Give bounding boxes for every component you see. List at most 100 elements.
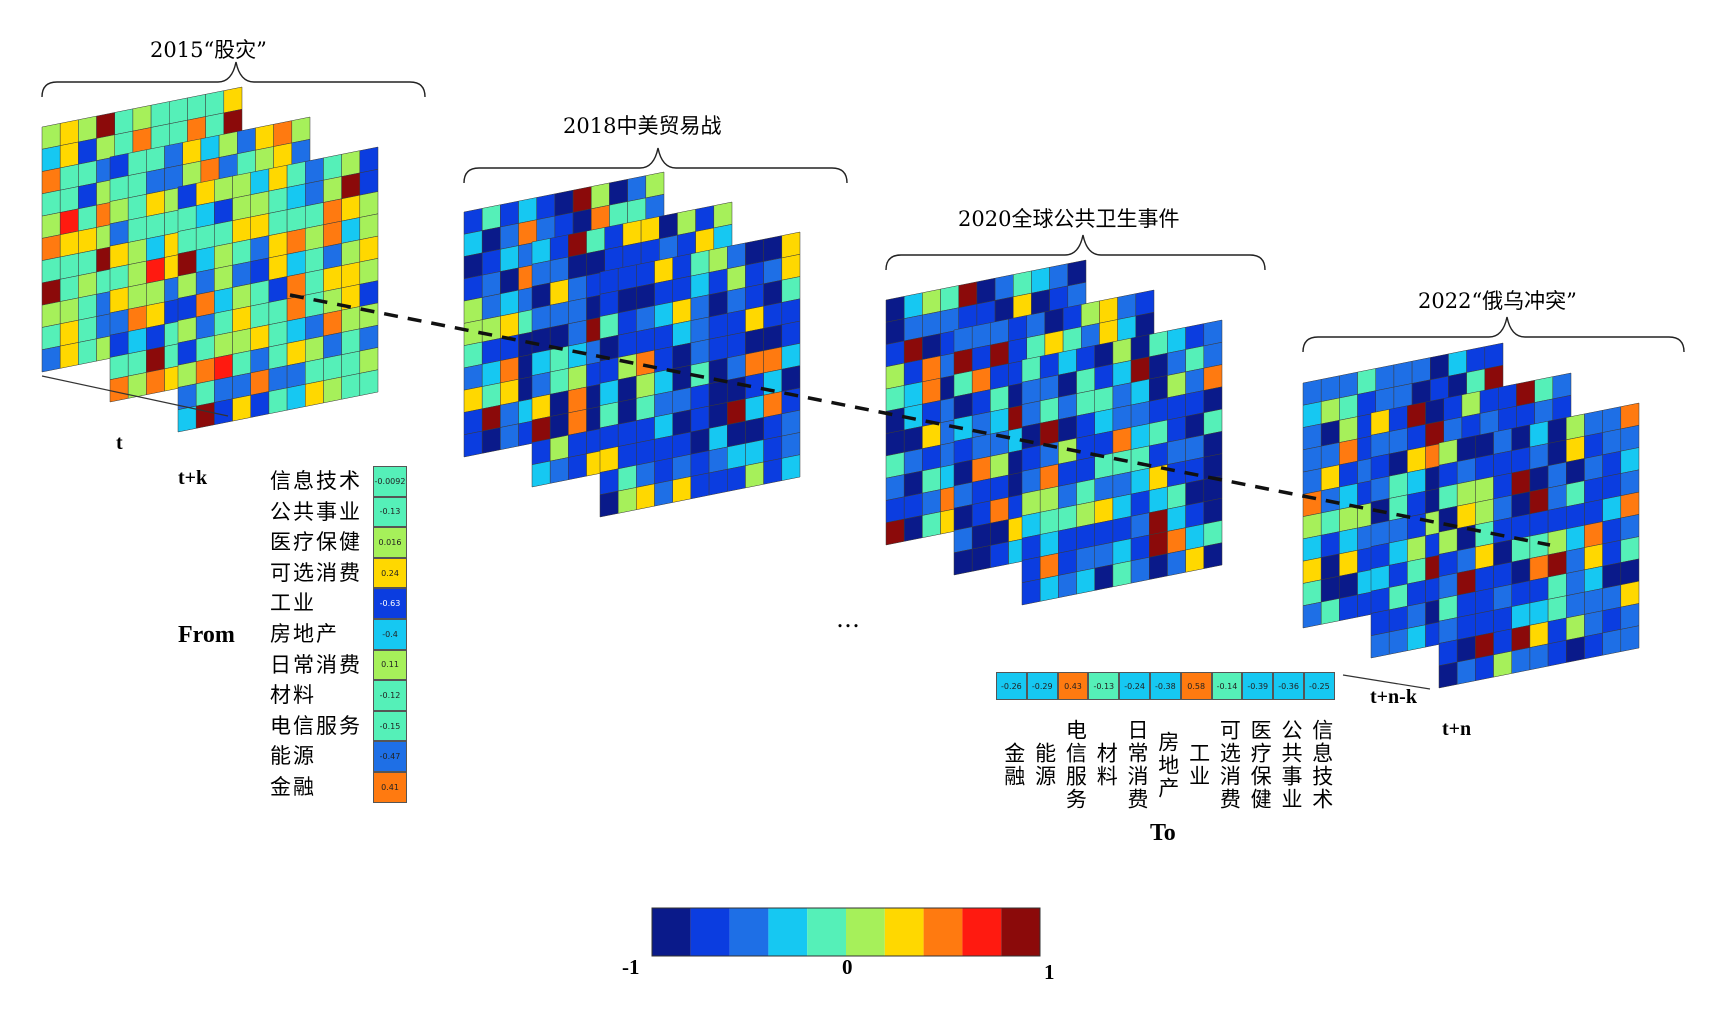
heatmap-cell: [1370, 542, 1390, 570]
heatmap-cell: [708, 268, 728, 296]
heatmap-cell: [971, 522, 991, 550]
heatmap-cell: [305, 358, 324, 385]
heatmap-cell: [1584, 588, 1603, 615]
heatmap-cell: [745, 238, 764, 266]
heatmap-cell: [586, 227, 605, 254]
heatmap-cell: [481, 315, 501, 343]
heatmap-cell: [323, 243, 342, 270]
heatmap-cell: [1039, 508, 1059, 535]
heatmap-cell: [781, 432, 801, 459]
heatmap-cell: [609, 178, 628, 206]
heatmap-cell: [1456, 457, 1476, 485]
to-value-cell: -0.26: [996, 672, 1027, 700]
heatmap-cell: [1566, 614, 1585, 641]
heatmap-cell: [1456, 635, 1476, 663]
heatmap-cell: [1058, 371, 1077, 398]
heatmap-cell: [250, 213, 270, 240]
heatmap-cell: [727, 287, 746, 314]
heatmap-cell: [500, 423, 519, 451]
heatmap-cell: [146, 279, 165, 306]
from-sector-label: 信息技术: [270, 469, 362, 493]
heatmap-cell: [127, 149, 147, 176]
heatmap-cell: [971, 456, 991, 483]
heatmap-cell: [1320, 598, 1340, 625]
heatmap-cell: [1094, 497, 1114, 524]
heatmap-cell: [971, 389, 991, 416]
colorbar-swatch: [729, 908, 769, 956]
heatmap-cell: [1566, 458, 1585, 485]
heatmap-cell: [273, 120, 293, 147]
heatmap-cell: [323, 265, 342, 292]
heatmap-cell: [146, 323, 165, 351]
heatmap-cell: [1112, 404, 1132, 432]
from-sector-label: 材料: [270, 683, 316, 708]
heatmap-cell: [205, 90, 225, 117]
heatmap-cell: [1203, 453, 1223, 480]
heatmap-cell: [922, 489, 941, 516]
heatmap-cell: [1493, 539, 1512, 567]
heatmap-cell: [531, 393, 551, 421]
heatmap-cell: [763, 435, 783, 463]
heatmap-cell: [1094, 475, 1114, 502]
heatmap-cell: [1320, 419, 1340, 447]
heatmap-cell: [1130, 467, 1150, 495]
heatmap-cell: [1516, 379, 1535, 407]
heatmap-cell: [903, 426, 923, 453]
heatmap-cell: [990, 318, 1009, 346]
heatmap-cell: [1438, 661, 1458, 689]
heatmap-cell: [1438, 505, 1458, 533]
from-sector-label: 房地产: [270, 621, 339, 646]
heatmap-cell: [953, 526, 973, 554]
heatmap-cell: [1511, 446, 1531, 474]
heatmap-cell: [654, 257, 673, 284]
heatmap-cell: [1339, 416, 1358, 443]
heatmap-cell: [232, 283, 251, 311]
heatmap-cell: [1475, 476, 1494, 503]
heatmap-cell: [745, 328, 764, 355]
heatmap-cell: [1388, 539, 1408, 566]
heatmap-cell: [109, 242, 129, 269]
heatmap-cell: [305, 313, 324, 341]
heatmap-cell: [1130, 356, 1150, 384]
heatmap-cell: [1566, 636, 1585, 663]
heatmap-cell: [781, 409, 801, 437]
heatmap-cell: [1076, 523, 1095, 550]
heatmap-cell: [1130, 534, 1150, 562]
heatmap-cell: [1547, 439, 1567, 467]
heatmap-cell: [549, 301, 569, 328]
heatmap-cell: [922, 311, 941, 338]
heatmap-cell: [1058, 526, 1077, 554]
heatmap-cell: [903, 314, 923, 342]
heatmap-cell: [1411, 357, 1431, 384]
heatmap-cell: [1021, 467, 1041, 494]
heatmap-cell: [1479, 387, 1499, 414]
heatmap-cell: [1529, 643, 1549, 671]
heatmap-cell: [1203, 364, 1223, 391]
from-value-cell: 0.24: [373, 557, 407, 589]
heatmap-cell: [59, 275, 79, 302]
heatmap-cell: [1438, 594, 1458, 622]
from-sector-label: 可选消费: [270, 560, 362, 585]
heatmap-cell: [305, 202, 324, 229]
heatmap-cell: [677, 208, 696, 236]
heatmap-cell: [727, 331, 746, 359]
heatmap-cell: [1021, 578, 1041, 606]
heatmap-cell: [232, 372, 251, 400]
heatmap-cell: [1302, 423, 1322, 451]
heatmap-cell: [1461, 390, 1481, 418]
heatmap-cell: [1511, 602, 1531, 630]
heatmap-cell: [1339, 505, 1358, 532]
heatmap-cell: [1062, 304, 1082, 331]
heatmap-cell: [672, 431, 692, 459]
heatmap-cell: [1185, 501, 1205, 529]
heatmap-cell: [232, 305, 251, 333]
heatmap-cell: [1407, 490, 1426, 518]
heatmap-cell: [1529, 487, 1549, 515]
heatmap-cell: [1493, 584, 1512, 611]
heatmap-cell: [1185, 456, 1205, 484]
heatmap-cell: [78, 271, 97, 299]
heatmap-cell: [654, 413, 673, 440]
heatmap-cell: [672, 298, 692, 325]
heatmap-cell: [1584, 409, 1603, 437]
heatmap-cell: [109, 153, 129, 180]
